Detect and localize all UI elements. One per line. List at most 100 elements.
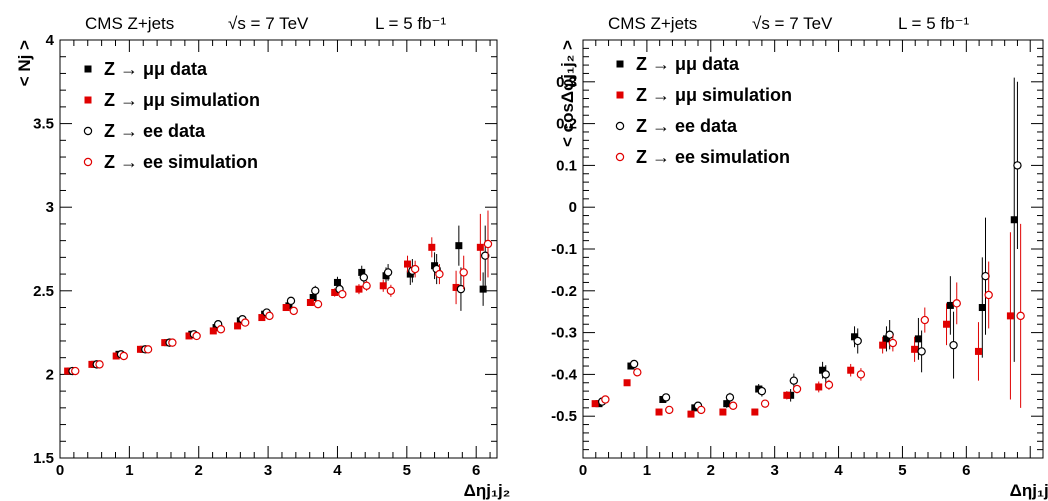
legend-label: Z → μμ data [636, 54, 740, 74]
legend-marker [615, 152, 625, 162]
data-point [728, 401, 738, 410]
data-point [71, 366, 80, 376]
data-point [655, 408, 663, 416]
y-tick-label: -0.1 [551, 241, 577, 258]
y-axis-title: < cosΔφj₁j₂ > [558, 40, 577, 147]
legend-label: Z → ee simulation [636, 147, 790, 167]
data-point [459, 268, 468, 277]
data-point [483, 239, 493, 249]
data-point [359, 273, 369, 282]
y-tick-label: -0.2 [551, 283, 577, 300]
data-point [633, 368, 642, 377]
series-4 [601, 223, 1025, 415]
data-point [168, 338, 177, 347]
data-point [481, 251, 490, 260]
data-point [64, 367, 72, 375]
x-tick-label: 1 [643, 462, 651, 479]
legend-marker [616, 91, 624, 99]
legend-marker [84, 65, 92, 73]
series-3 [68, 225, 490, 376]
data-point [192, 331, 201, 341]
data-point [946, 301, 954, 309]
x-tick-label: 0 [56, 462, 64, 479]
data-point [88, 360, 96, 368]
data-point [629, 359, 639, 369]
data-point [289, 306, 298, 316]
data-point [914, 335, 922, 343]
data-point [331, 288, 339, 296]
header-lumi: L = 5 fb⁻¹ [375, 14, 447, 33]
data-point [725, 393, 735, 402]
data-point [355, 285, 363, 293]
legend-marker [616, 60, 624, 68]
data-point [479, 285, 487, 293]
data-point [888, 338, 898, 348]
x-tick-label: 5 [898, 462, 906, 479]
data-point [216, 325, 226, 334]
data-point [819, 366, 827, 374]
data-point [882, 335, 890, 343]
data-point [792, 384, 802, 394]
y-tick-label: -0.5 [551, 408, 577, 425]
data-point [282, 304, 290, 312]
panel-2: 0 1 2 3 4 5 6 -0.5 -0.4 -0.3 -0.2 -0.1 0 0.1 0.2 0.3 CMS… [551, 14, 1048, 500]
data-point [456, 284, 466, 294]
data-point [435, 269, 444, 279]
data-point [687, 410, 695, 418]
data-point [917, 347, 926, 356]
data-point [119, 351, 129, 361]
data-point [333, 278, 341, 286]
legend-label: Z → μμ simulation [636, 85, 792, 105]
data-point [143, 345, 153, 354]
data-point [783, 391, 791, 399]
legend-label: Z → ee simulation [104, 152, 258, 172]
data-point [821, 370, 830, 379]
data-point [661, 393, 671, 402]
data-point [258, 314, 266, 322]
series-4 [71, 210, 493, 376]
data-point [234, 322, 242, 330]
legend-marker [615, 121, 625, 131]
data-point [338, 289, 347, 299]
data-point [404, 260, 412, 268]
x-tick-label: 4 [834, 462, 843, 479]
data-point [601, 395, 610, 404]
data-point [410, 264, 420, 274]
data-point [623, 379, 631, 387]
data-point [428, 243, 436, 251]
data-point [383, 268, 393, 277]
y-axis-title: < Nj > [15, 40, 34, 86]
legend-label: Z → ee data [636, 116, 738, 136]
data-point [136, 345, 144, 353]
data-point [723, 400, 731, 408]
data-point [1016, 311, 1025, 321]
y-tick-label: 2 [46, 366, 54, 383]
y-tick-label: 1.5 [33, 450, 54, 467]
data-point [696, 405, 706, 415]
data-point [265, 311, 274, 321]
header-experiment: CMS Z+jets [85, 14, 174, 33]
series-2 [591, 232, 1014, 418]
header-energy: √s = 7 TeV [228, 14, 309, 33]
x-tick-label: 6 [472, 462, 480, 479]
data-point [358, 268, 366, 276]
data-point [856, 370, 866, 379]
x-tick-label: 4 [333, 462, 342, 479]
data-point [379, 282, 387, 290]
y-tick-label: 3.5 [33, 116, 54, 133]
data-point [1006, 312, 1014, 320]
data-point [847, 366, 855, 374]
y-tick-label: 3 [46, 199, 54, 216]
y-tick-label: -0.4 [551, 366, 578, 383]
data-point [751, 408, 759, 416]
series-2 [64, 213, 484, 375]
data-point [824, 380, 834, 390]
legend-marker [83, 126, 93, 136]
data-point [241, 318, 250, 327]
data-point [1010, 216, 1018, 224]
x-tick-label: 3 [770, 462, 778, 479]
y-tick-label: 0.2 [556, 116, 577, 133]
data-point [719, 408, 727, 416]
data-point [591, 400, 599, 408]
